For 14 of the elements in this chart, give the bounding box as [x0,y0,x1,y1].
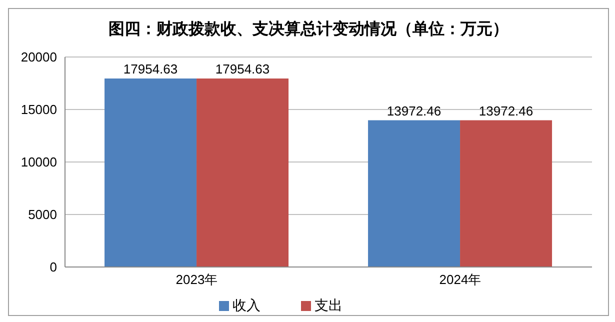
data-label: 13972.46 [386,103,442,118]
data-label: 13972.46 [478,103,534,118]
y-tick-label: 10000 [20,154,57,170]
legend-label: 支出 [314,297,342,313]
data-label: 17954.63 [123,61,178,76]
x-tick-label: 2024年 [439,272,482,288]
y-tick-label: 5000 [28,207,57,222]
legend-label: 收入 [232,297,260,313]
y-tick-label: 20000 [20,50,57,65]
x-tick-label: 2023年 [176,272,218,288]
data-label: 17954.63 [215,61,270,76]
chart-title: 图四：财政拨款收、支决算总计变动情况（单位：万元） [108,18,510,40]
y-tick-label: 15000 [20,102,57,118]
y-tick-label: 0 [50,260,57,275]
